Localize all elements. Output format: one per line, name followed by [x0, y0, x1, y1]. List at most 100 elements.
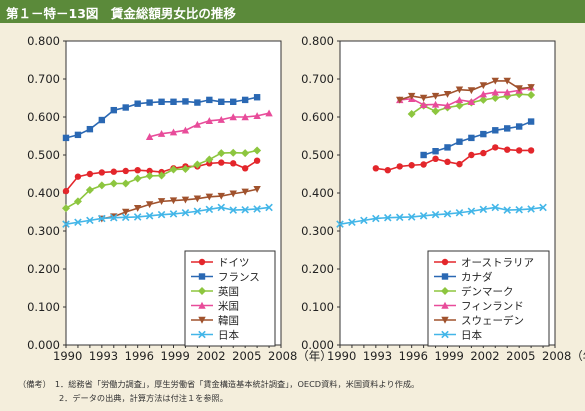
data-point	[241, 188, 249, 196]
series-スウェーデン	[396, 77, 535, 104]
series-カナダ	[420, 118, 535, 159]
legend-marker	[441, 258, 449, 266]
note-2: 2．データの出典，計算方法は付注１を参照。	[18, 393, 228, 403]
x-tick-label: 1993	[89, 349, 118, 363]
data-point	[62, 204, 70, 213]
data-point	[479, 90, 488, 98]
data-point	[193, 160, 202, 169]
data-point	[443, 210, 452, 218]
series-韓国	[98, 186, 261, 223]
y-tick-label: 0.800	[27, 34, 60, 48]
legend-label: オーストラリア	[461, 257, 534, 269]
data-point	[253, 112, 261, 120]
data-point	[407, 109, 416, 118]
data-point	[121, 179, 130, 188]
data-point	[97, 181, 106, 190]
data-point	[407, 213, 416, 221]
legend-marker	[441, 273, 449, 280]
data-point	[455, 208, 464, 217]
data-point	[230, 160, 237, 167]
data-point	[157, 130, 166, 137]
data-point	[455, 96, 464, 104]
y-tick-label: 0.300	[301, 224, 334, 238]
data-point	[133, 213, 142, 221]
data-point	[217, 149, 226, 158]
data-point	[431, 92, 440, 100]
data-point	[491, 203, 500, 212]
y-tick-label: 0.500	[301, 148, 334, 162]
data-point	[181, 165, 190, 174]
data-point	[503, 88, 511, 96]
y-tick-label: 0.500	[27, 148, 60, 162]
data-point	[468, 151, 475, 159]
data-point	[74, 173, 82, 180]
data-point	[85, 185, 94, 194]
series-フランス	[62, 94, 261, 142]
data-point	[408, 162, 415, 169]
data-point	[157, 171, 166, 180]
series-オーストラリア	[372, 144, 535, 174]
data-point	[229, 190, 237, 198]
legend-label: フィンランド	[461, 301, 524, 313]
data-point	[419, 212, 428, 220]
data-point	[157, 210, 166, 219]
data-point	[170, 98, 177, 105]
data-point	[62, 187, 70, 195]
x-tick-label: 1996	[125, 349, 154, 363]
data-point	[241, 113, 249, 121]
data-point	[86, 170, 94, 178]
data-point	[431, 210, 440, 219]
data-point	[360, 216, 368, 225]
series-line	[339, 206, 544, 225]
data-point	[205, 155, 214, 164]
series-日本	[62, 203, 273, 228]
data-point	[467, 87, 476, 95]
legend-label: ドイツ	[218, 257, 250, 269]
figure-title: 第１－特－13図 賃金総額男女比の推移	[6, 6, 236, 21]
data-point	[146, 167, 153, 175]
y-tick-label: 0.600	[27, 110, 60, 124]
data-point	[122, 167, 129, 175]
data-point	[229, 206, 237, 214]
data-point	[539, 203, 547, 212]
data-point	[145, 133, 154, 140]
data-point	[491, 77, 499, 85]
series-米国	[145, 109, 273, 140]
data-point	[480, 149, 487, 157]
data-point	[480, 130, 487, 138]
data-point	[74, 131, 82, 139]
y-tick-label: 0.200	[27, 262, 60, 276]
data-point	[384, 167, 391, 174]
data-point	[218, 98, 225, 105]
data-point	[504, 146, 511, 153]
data-point	[265, 203, 273, 212]
title-bar: 第１－特－13図 賃金総額男女比の推移	[0, 0, 585, 23]
data-point	[503, 77, 511, 85]
data-point	[253, 94, 261, 101]
y-tick-label: 0.400	[27, 186, 60, 200]
data-point	[169, 210, 178, 218]
data-point	[181, 126, 190, 134]
data-point	[230, 98, 237, 105]
data-point	[218, 159, 225, 166]
legend-box	[184, 250, 276, 347]
data-point	[515, 85, 523, 93]
data-point	[109, 179, 118, 188]
data-point	[205, 117, 214, 124]
data-point	[122, 104, 129, 111]
data-point	[169, 165, 178, 174]
data-point	[133, 174, 142, 183]
series-line	[399, 86, 532, 107]
data-point	[456, 138, 463, 145]
x-tick-label: 1996	[399, 349, 428, 363]
data-point	[420, 161, 427, 168]
data-point	[229, 113, 237, 121]
data-point	[169, 128, 178, 136]
data-point	[384, 213, 392, 222]
data-point	[527, 147, 535, 154]
data-point	[110, 168, 117, 175]
x-tick-label: 2002	[470, 349, 499, 363]
x-tick-label: 1999	[435, 349, 464, 363]
x-tick-label: 1990	[53, 349, 82, 363]
